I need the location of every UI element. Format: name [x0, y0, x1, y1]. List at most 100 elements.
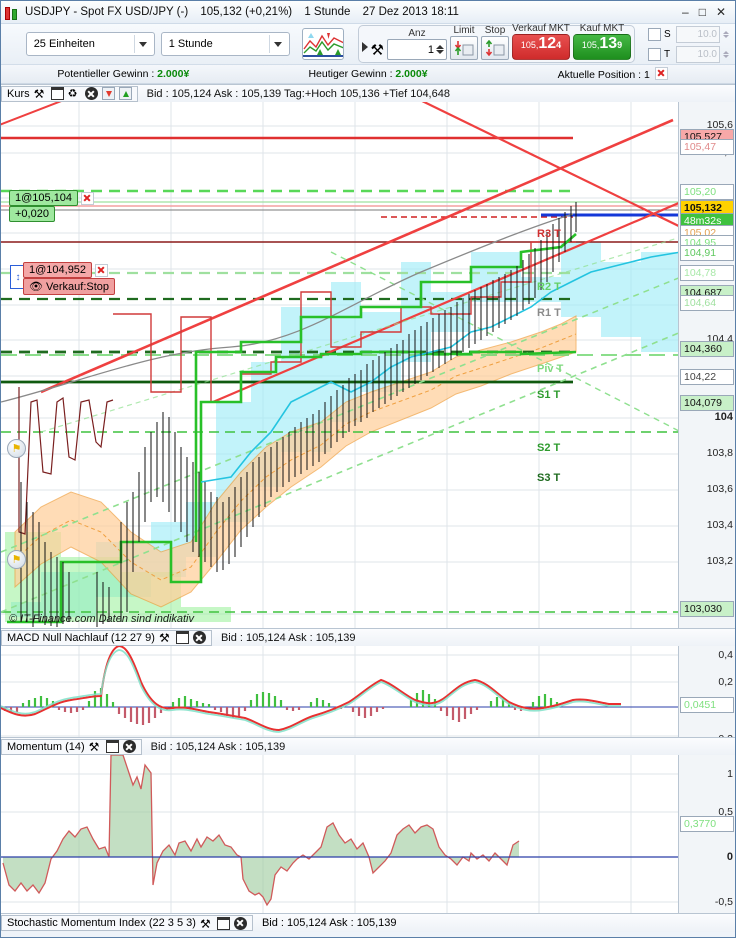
close-button[interactable]: ✕ [715, 5, 726, 19]
sell-label: Verkauf MKT [512, 23, 570, 34]
maximize-panel-icon[interactable] [216, 916, 230, 930]
eye-icon: 👁 [29, 281, 43, 293]
pivot-label-r3: R3 T [537, 228, 561, 240]
close-position-icon[interactable] [654, 67, 668, 80]
momentum-tick: 1 [727, 768, 733, 780]
sell-price-sup: 4 [556, 40, 562, 50]
buy-label: Kauf MKT [579, 23, 625, 34]
chevron-down-icon [268, 35, 287, 53]
order-entry-box: ⚒ Anz 1 Limit Stop Ver [357, 24, 635, 63]
today-profit-label: Heutiger Gewinn : [308, 68, 393, 80]
close-open-position-icon[interactable] [81, 191, 95, 205]
units-select-label: 25 Einheiten [33, 38, 95, 50]
maximize-button[interactable]: □ [698, 5, 706, 19]
limit-order-button[interactable]: Limit [450, 26, 478, 60]
takeprofit-checkbox[interactable] [648, 47, 661, 61]
smi-panel-header: Stochastic Momentum Index (22 3 5 3) ⚒ B… [1, 913, 735, 932]
momentum-tick: -0,5 [714, 896, 733, 908]
potential-profit-value: 2.000¥ [157, 68, 190, 80]
minimize-button[interactable]: – [682, 5, 689, 19]
takeprofit-value[interactable]: 10.0 [676, 45, 720, 63]
axis-tag-10547: 105,47 [680, 139, 734, 155]
axis-tag-10491: 104,91 [680, 245, 734, 261]
settings-wrench-icon[interactable]: ⚒ [88, 740, 100, 754]
alert-bell-icon[interactable]: ⚑ [7, 439, 26, 458]
app-logo-icon [5, 5, 19, 20]
close-panel-icon[interactable] [122, 740, 136, 753]
macd-tick: 0,4 [718, 649, 733, 661]
settings-wrench-icon[interactable]: ⚒ [370, 42, 384, 59]
stoploss-label: S [664, 28, 671, 40]
stoploss-stepper[interactable] [723, 30, 729, 38]
units-select[interactable]: 25 Einheiten [25, 32, 155, 56]
timeframe-select-label: 1 Stunde [168, 38, 213, 50]
today-profit: Heutiger Gewinn : 2.000¥ [246, 68, 491, 80]
expander-arrow-icon[interactable] [361, 42, 368, 60]
settings-wrench-icon[interactable]: ⚒ [158, 631, 170, 645]
sell-price-prefix: 105, [520, 40, 539, 50]
stoploss-checkbox[interactable] [648, 27, 661, 41]
cancel-stop-order-icon[interactable] [95, 263, 109, 277]
price-chart-plot[interactable]: R3 T R2 T R1 T Piv T S1 T S2 T S3 T 1@10… [1, 102, 735, 628]
axis-tag-10464: 104,64 [680, 295, 734, 311]
macd-tick: -0,2 [715, 733, 733, 737]
close-panel-icon[interactable] [84, 87, 98, 100]
pivot-label-s3: S3 T [537, 472, 561, 484]
momentum-axis[interactable]: 1 0,5 0 -0,5 0,3770 [678, 755, 735, 913]
macd-panel-quote: Bid : 105,124 Ask : 105,139 [220, 631, 356, 644]
price-panel-header: Kurs ⚒ ♻ Bid : 105,124 Ask : 105,139 Tag… [1, 85, 735, 102]
quantity-value: 1 [427, 43, 434, 56]
window-title: USDJPY - Spot FX USD/JPY (-) 105,132 (+0… [25, 6, 468, 18]
limit-label: Limit [453, 25, 475, 36]
price-panel-title: Kurs [7, 87, 30, 100]
close-panel-icon[interactable] [233, 916, 247, 930]
title-bar: USDJPY - Spot FX USD/JPY (-) 105,132 (+0… [1, 1, 735, 24]
stoploss-value[interactable]: 10.0 [676, 25, 720, 43]
alert-bell-icon[interactable]: ♻ [67, 88, 78, 100]
price-panel: Kurs ⚒ ♻ Bid : 105,124 Ask : 105,139 Tag… [1, 84, 735, 628]
toolbar: 25 Einheiten 1 Stunde ⚒ Anz [1, 24, 735, 65]
timeframe-select[interactable]: 1 Stunde [160, 32, 290, 56]
buy-market-button[interactable]: Kauf MKT 105, 13 9 [573, 24, 631, 60]
macd-plot[interactable]: 0,4 0,2 -0,2 0,0451 [1, 646, 735, 737]
stop-order-qty: 1@104,952 [23, 262, 93, 278]
sell-price-main: 12 [538, 35, 557, 52]
macd-axis[interactable]: 0,4 0,2 -0,2 0,0451 [678, 646, 735, 737]
price-panel-quote: Bid : 105,124 Ask : 105,139 Tag:+Hoch 10… [146, 87, 450, 100]
momentum-value-tag: 0,3770 [680, 816, 734, 832]
macd-panel: MACD Null Nachlauf (12 27 9) ⚒ Bid : 105… [1, 628, 735, 737]
close-panel-icon[interactable] [192, 631, 206, 644]
axis-tag-r2: 105,20 [680, 184, 734, 200]
maximize-panel-icon[interactable] [50, 87, 64, 100]
open-position-marker[interactable]: 1@105,104 +0,020 [9, 190, 95, 222]
momentum-panel-title: Momentum (14) [7, 740, 85, 753]
maximize-panel-icon[interactable] [105, 740, 119, 753]
sell-market-button[interactable]: Verkauf MKT 105, 12 4 [512, 24, 570, 60]
settings-wrench-icon[interactable]: ⚒ [199, 916, 211, 931]
smi-panel-title: Stochastic Momentum Index (22 3 5 3) [7, 917, 196, 929]
quantity-stepper[interactable]: Anz 1 [387, 29, 447, 60]
stop-order-button[interactable]: Stop [481, 26, 509, 60]
move-up-icon[interactable] [118, 87, 132, 100]
buy-price-main: 13 [599, 35, 618, 52]
today-profit-value: 2.000¥ [395, 68, 428, 80]
alert-bell-icon[interactable]: ⚑ [7, 550, 26, 569]
settings-wrench-icon[interactable]: ⚒ [33, 87, 45, 101]
move-down-icon[interactable] [101, 87, 115, 100]
stop-order-marker[interactable]: 1@104,952 👁 Verkauf:Stop [23, 262, 116, 295]
takeprofit-stepper[interactable] [723, 50, 729, 58]
momentum-panel-header: Momentum (14) ⚒ Bid : 105,124 Ask : 105,… [1, 738, 735, 755]
maximize-panel-icon[interactable] [175, 631, 189, 644]
price-axis[interactable]: 105,6 105,4 104,6 104,4 104,2 104 103,8 … [678, 102, 735, 628]
current-position: Aktuelle Position : 1 [490, 67, 735, 81]
open-position-pnl: +0,020 [9, 206, 55, 222]
stop-label: Stop [484, 25, 506, 36]
chevron-down-icon [133, 35, 152, 53]
potential-profit: Potentieller Gewinn : 2.000¥ [1, 68, 246, 80]
title-symbol: USDJPY - Spot FX USD/JPY (-) [25, 6, 189, 18]
indicators-icon[interactable] [301, 28, 344, 60]
current-position-value: 1 [643, 69, 650, 81]
axis-tag-10422: 104,22 [680, 369, 734, 385]
momentum-plot[interactable]: 1 0,5 0 -0,5 0,3770 [1, 755, 735, 913]
